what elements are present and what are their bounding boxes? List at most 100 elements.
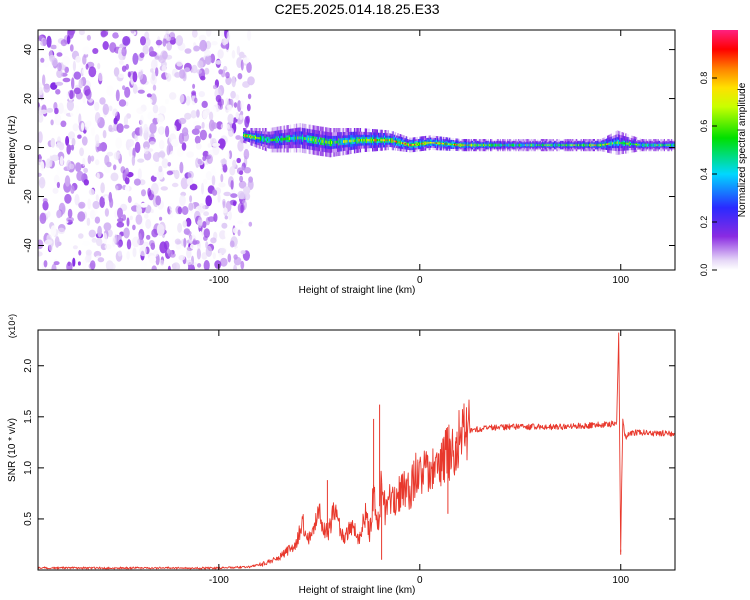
noise-blob bbox=[72, 60, 76, 72]
noise-blob bbox=[158, 157, 163, 163]
noise-blob bbox=[162, 51, 168, 60]
noise-blob bbox=[152, 104, 159, 114]
band-cell bbox=[276, 138, 279, 141]
noise-blob bbox=[219, 230, 227, 240]
noise-blob bbox=[104, 195, 108, 204]
colorbar-tick-label: 0.8 bbox=[699, 72, 709, 85]
band-cell bbox=[632, 143, 634, 146]
band-cell bbox=[333, 140, 335, 144]
noise-blob bbox=[212, 189, 218, 196]
band-cell bbox=[438, 142, 440, 144]
noise-blob bbox=[151, 71, 156, 81]
noise-blob bbox=[137, 89, 145, 94]
band-cell bbox=[250, 135, 252, 138]
band-cell bbox=[380, 139, 382, 142]
band-cell bbox=[309, 137, 311, 141]
band-cell bbox=[613, 142, 615, 145]
band-cell bbox=[251, 136, 253, 138]
noise-blob bbox=[150, 68, 154, 73]
band-cell bbox=[592, 144, 594, 146]
noise-blob bbox=[77, 261, 81, 266]
band-cell bbox=[358, 139, 361, 142]
noise-blob bbox=[167, 265, 171, 270]
noise-blob bbox=[247, 30, 252, 41]
noise-blob bbox=[49, 54, 55, 61]
noise-blob bbox=[212, 142, 221, 147]
noise-blob bbox=[217, 138, 226, 149]
noise-blob bbox=[102, 130, 107, 139]
noise-blob bbox=[232, 200, 237, 207]
band-cell bbox=[329, 141, 332, 145]
noise-blob bbox=[186, 259, 193, 266]
spectrogram-panel: -100 0 100 -40 -20 0 20 40 Height of straight … bbox=[7, 29, 676, 296]
noise-blob bbox=[147, 111, 155, 120]
noise-blob bbox=[235, 111, 239, 120]
band-cell bbox=[535, 144, 538, 146]
noise-blob bbox=[211, 167, 217, 179]
band-cell bbox=[300, 136, 303, 140]
noise-blob bbox=[121, 65, 127, 72]
noise-blob bbox=[38, 251, 43, 257]
noise-blob bbox=[117, 30, 124, 37]
noise-blob bbox=[191, 128, 200, 135]
band-cell bbox=[373, 139, 375, 142]
noise-blob bbox=[38, 176, 46, 189]
noise-blob bbox=[146, 93, 152, 98]
band-cell bbox=[328, 141, 330, 144]
band-cell bbox=[317, 139, 320, 143]
noise-blob bbox=[75, 162, 82, 173]
band-cell bbox=[469, 144, 471, 146]
noise-blob bbox=[95, 194, 99, 202]
noise-blob bbox=[176, 147, 184, 157]
noise-blob bbox=[240, 166, 244, 171]
band-cell bbox=[343, 140, 345, 143]
band-cell bbox=[451, 143, 453, 146]
noise-blob bbox=[158, 105, 167, 115]
noise-blob bbox=[218, 182, 226, 188]
band-cell bbox=[257, 137, 259, 139]
noise-blob bbox=[108, 191, 113, 203]
noise-blob bbox=[85, 63, 89, 70]
noise-blob bbox=[211, 41, 218, 46]
noise-blob bbox=[196, 109, 200, 118]
noise-blob bbox=[60, 39, 68, 47]
noise-blob bbox=[55, 89, 61, 95]
band-cell bbox=[314, 138, 316, 142]
band-cell bbox=[605, 143, 608, 146]
band-cell bbox=[361, 139, 363, 142]
noise-blob bbox=[43, 84, 51, 93]
band-cell bbox=[521, 144, 523, 146]
band-cell bbox=[367, 139, 369, 142]
band-cell bbox=[546, 144, 549, 146]
noise-blob bbox=[205, 217, 211, 226]
band-cell bbox=[264, 138, 267, 141]
noise-blob bbox=[243, 57, 250, 64]
colorbar-ticks: 0.0 0.2 0.4 0.6 0.8 bbox=[699, 72, 717, 276]
noise-blob bbox=[227, 127, 234, 137]
noise-blob bbox=[164, 98, 169, 104]
band-cell bbox=[322, 140, 324, 143]
noise-blob bbox=[228, 210, 232, 221]
noise-blob bbox=[186, 177, 194, 186]
noise-blob bbox=[87, 155, 92, 165]
noise-blob bbox=[152, 84, 157, 91]
band-cell bbox=[298, 136, 300, 140]
noise-blob bbox=[177, 222, 183, 233]
band-cell bbox=[522, 144, 525, 146]
noise-blob bbox=[205, 54, 212, 65]
noise-blob bbox=[208, 133, 212, 139]
noise-blob bbox=[56, 166, 60, 177]
band-cell bbox=[503, 144, 505, 146]
noise-blob bbox=[57, 227, 66, 234]
band-cell bbox=[365, 139, 368, 142]
noise-blob bbox=[87, 198, 91, 210]
noise-blob bbox=[150, 183, 159, 195]
noise-blob bbox=[108, 262, 116, 270]
band-cell bbox=[249, 135, 251, 138]
band-cell bbox=[456, 144, 458, 146]
band-cell bbox=[537, 144, 539, 146]
band-cell bbox=[501, 144, 503, 146]
noise-blob bbox=[63, 109, 68, 115]
noise-blob bbox=[62, 48, 69, 55]
